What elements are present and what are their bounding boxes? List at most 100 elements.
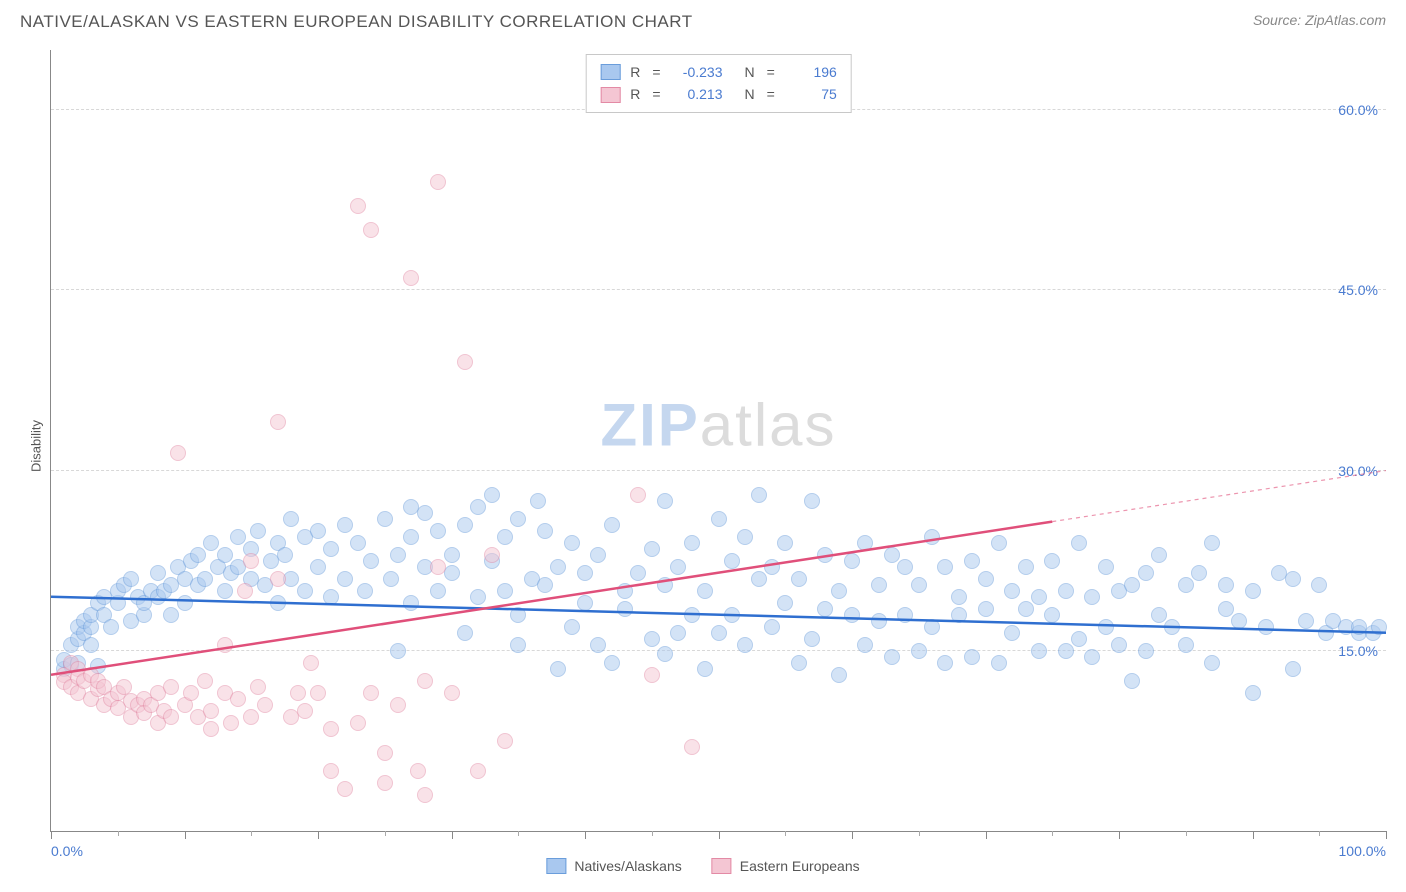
x-tick	[185, 831, 186, 839]
scatter-point	[243, 553, 259, 569]
equals-sign: =	[652, 83, 660, 105]
scatter-point	[1018, 559, 1034, 575]
scatter-point	[737, 637, 753, 653]
scatter-point	[403, 270, 419, 286]
x-tick	[318, 831, 319, 839]
scatter-point	[550, 661, 566, 677]
scatter-point	[604, 517, 620, 533]
scatter-point	[457, 625, 473, 641]
x-axis-label-left: 0.0%	[51, 843, 83, 859]
scatter-point	[323, 541, 339, 557]
scatter-point	[417, 505, 433, 521]
scatter-point	[377, 775, 393, 791]
scatter-point	[1371, 619, 1387, 635]
scatter-point	[303, 655, 319, 671]
scatter-point	[630, 565, 646, 581]
r-label: R	[630, 61, 640, 83]
scatter-point	[230, 691, 246, 707]
scatter-point	[1285, 661, 1301, 677]
x-tick	[919, 831, 920, 836]
scatter-point	[911, 577, 927, 593]
scatter-point	[297, 583, 313, 599]
swatch-eastern	[600, 87, 620, 103]
scatter-point	[430, 559, 446, 575]
scatter-point	[924, 529, 940, 545]
scatter-point	[363, 685, 379, 701]
scatter-point	[163, 607, 179, 623]
scatter-point	[857, 637, 873, 653]
legend-item-natives: Natives/Alaskans	[546, 858, 681, 874]
scatter-point	[951, 607, 967, 623]
scatter-point	[123, 571, 139, 587]
scatter-point	[1178, 577, 1194, 593]
scatter-point	[270, 595, 286, 611]
scatter-point	[644, 541, 660, 557]
scatter-point	[310, 685, 326, 701]
scatter-point	[1031, 643, 1047, 659]
scatter-point	[484, 547, 500, 563]
scatter-point	[590, 637, 606, 653]
scatter-point	[323, 721, 339, 737]
scatter-point	[190, 547, 206, 563]
scatter-point	[590, 547, 606, 563]
scatter-point	[430, 523, 446, 539]
scatter-point	[537, 523, 553, 539]
legend-row-eastern: R = 0.213 N = 75	[600, 83, 837, 105]
scatter-point	[497, 733, 513, 749]
scatter-point	[430, 583, 446, 599]
scatter-point	[804, 631, 820, 647]
scatter-point	[323, 763, 339, 779]
legend-label-eastern: Eastern Europeans	[740, 858, 860, 874]
scatter-point	[604, 655, 620, 671]
scatter-point	[711, 625, 727, 641]
scatter-point	[644, 631, 660, 647]
scatter-point	[484, 487, 500, 503]
scatter-point	[510, 607, 526, 623]
scatter-point	[537, 577, 553, 593]
source-label: Source: ZipAtlas.com	[1253, 12, 1386, 28]
scatter-point	[444, 547, 460, 563]
scatter-point	[350, 535, 366, 551]
legend-item-eastern: Eastern Europeans	[712, 858, 860, 874]
scatter-point	[350, 715, 366, 731]
scatter-point	[430, 174, 446, 190]
scatter-point	[964, 649, 980, 665]
scatter-point	[1151, 547, 1167, 563]
scatter-point	[1111, 637, 1127, 653]
scatter-point	[844, 607, 860, 623]
scatter-point	[804, 493, 820, 509]
scatter-point	[383, 571, 399, 587]
scatter-point	[577, 565, 593, 581]
scatter-point	[217, 637, 233, 653]
x-tick	[51, 831, 52, 839]
legend-series: Natives/Alaskans Eastern Europeans	[546, 858, 859, 874]
scatter-point	[257, 697, 273, 713]
y-tick-label: 60.0%	[1338, 102, 1378, 118]
x-tick	[385, 831, 386, 836]
swatch-natives	[600, 64, 620, 80]
scatter-point	[183, 685, 199, 701]
scatter-point	[871, 613, 887, 629]
y-tick-label: 15.0%	[1338, 643, 1378, 659]
scatter-point	[217, 583, 233, 599]
scatter-point	[83, 637, 99, 653]
n-value-natives: 196	[787, 61, 837, 83]
scatter-point	[857, 535, 873, 551]
scatter-point	[670, 625, 686, 641]
scatter-point	[617, 601, 633, 617]
scatter-point	[831, 667, 847, 683]
scatter-point	[510, 511, 526, 527]
scatter-point	[1124, 577, 1140, 593]
scatter-point	[1258, 619, 1274, 635]
x-tick	[452, 831, 453, 839]
scatter-point	[630, 487, 646, 503]
x-tick	[719, 831, 720, 839]
scatter-point	[1031, 589, 1047, 605]
scatter-point	[390, 697, 406, 713]
scatter-point	[410, 763, 426, 779]
scatter-point	[217, 547, 233, 563]
x-axis-label-right: 100.0%	[1339, 843, 1386, 859]
y-tick-label: 45.0%	[1338, 282, 1378, 298]
scatter-point	[777, 595, 793, 611]
scatter-point	[377, 745, 393, 761]
